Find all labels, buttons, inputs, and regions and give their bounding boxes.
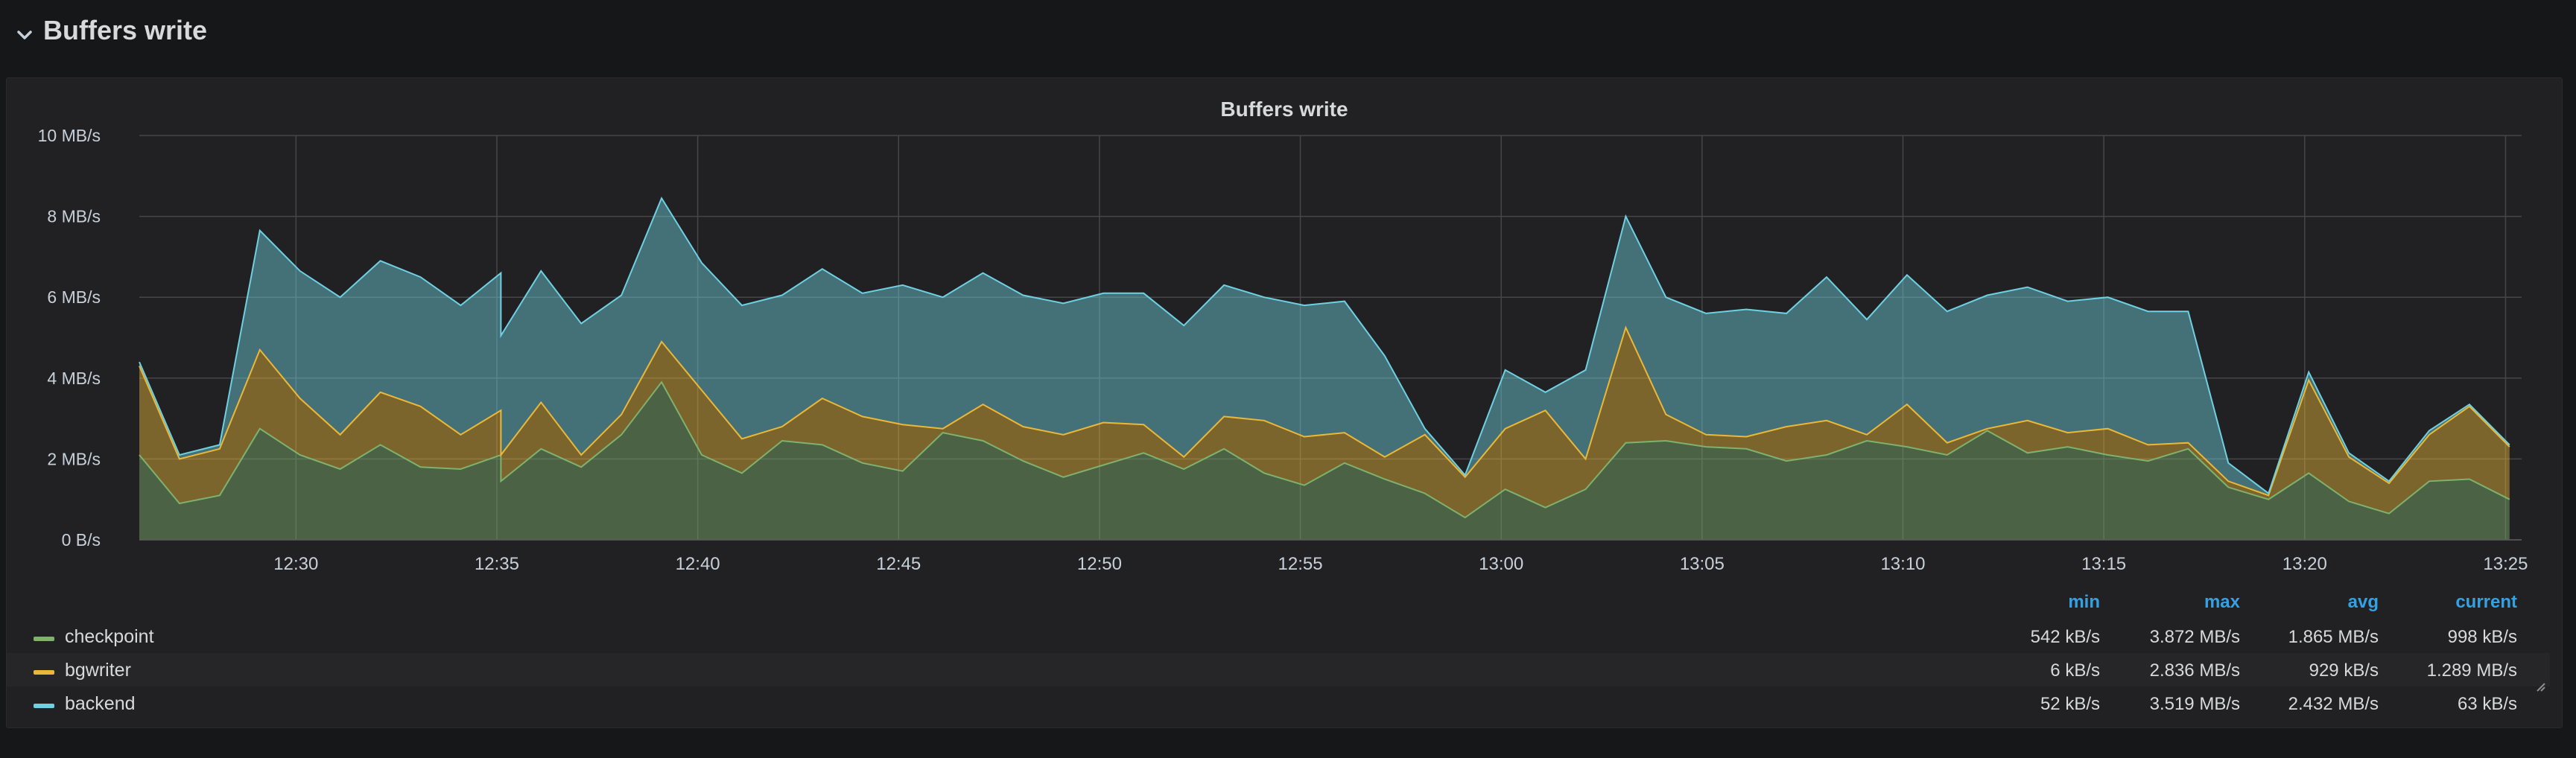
legend-value-avg: 1.865 MB/s (2288, 627, 2379, 647)
legend-row-backend[interactable]: backend 52 kB/s 3.519 MB/s 2.432 MB/s 63… (7, 687, 2550, 720)
y-tick-label: 10 MB/s (38, 126, 101, 145)
legend-value-current: 998 kB/s (2447, 627, 2517, 647)
series-name[interactable]: checkpoint (65, 626, 154, 647)
x-tick-label: 12:55 (1278, 554, 1323, 574)
y-tick-label: 2 MB/s (47, 449, 101, 468)
legend-value-current: 63 kB/s (2457, 694, 2517, 714)
graph-panel: Buffers write 0 B/s 2 MB/s 4 MB/s 6 MB/s 8 M… (6, 77, 2563, 728)
legend-value-max: 3.872 MB/s (2149, 627, 2240, 647)
x-tick-label: 12:50 (1077, 554, 1122, 574)
y-tick-label: 6 MB/s (47, 287, 101, 307)
y-tick-label: 0 B/s (62, 530, 101, 550)
y-tick-label: 8 MB/s (47, 207, 101, 226)
chart-plot[interactable]: 0 B/s 2 MB/s 4 MB/s 6 MB/s 8 MB/s 10 MB/s 12:3… (7, 78, 2562, 585)
panel-title[interactable]: Buffers write (1220, 98, 1348, 121)
row-header[interactable]: Buffers write (0, 0, 2576, 69)
x-tick-label: 12:45 (876, 554, 921, 574)
legend-header: min max avg current (7, 586, 2550, 620)
x-tick-label: 13:20 (2282, 554, 2327, 574)
y-tick-label: 4 MB/s (47, 369, 101, 388)
legend-value-min: 6 kB/s (2050, 660, 2100, 681)
legend-value-min: 542 kB/s (2030, 627, 2100, 647)
legend-value-current: 1.289 MB/s (2426, 660, 2517, 681)
series-name[interactable]: backend (65, 693, 136, 714)
series-color-swatch[interactable] (34, 637, 54, 641)
x-tick-label: 12:40 (676, 554, 720, 574)
x-tick-label: 13:25 (2483, 554, 2528, 574)
series-area-backend (139, 198, 2510, 496)
x-tick-label: 13:15 (2081, 554, 2126, 574)
x-tick-label: 13:10 (1880, 554, 1925, 574)
x-tick-label: 13:05 (1680, 554, 1725, 574)
legend-header-max[interactable]: max (2204, 592, 2240, 612)
series-line-bgwriter (139, 325, 2510, 497)
legend-value-avg: 929 kB/s (2309, 660, 2379, 681)
series-color-swatch[interactable] (34, 704, 54, 708)
x-tick-label: 12:35 (475, 554, 519, 574)
legend-value-min: 52 kB/s (2040, 694, 2100, 714)
legend-header-avg[interactable]: avg (2347, 592, 2379, 612)
series-name[interactable]: bgwriter (65, 660, 131, 681)
legend-header-min[interactable]: min (2068, 592, 2100, 612)
legend-value-max: 3.519 MB/s (2149, 694, 2240, 714)
legend-row-checkpoint[interactable]: checkpoint 542 kB/s 3.872 MB/s 1.865 MB/… (7, 620, 2550, 653)
legend-row-bgwriter[interactable]: bgwriter 6 kB/s 2.836 MB/s 929 kB/s 1.28… (7, 653, 2550, 687)
row-title[interactable]: Buffers write (43, 15, 208, 45)
series-line-checkpoint (139, 380, 2510, 519)
legend-header-current[interactable]: current (2455, 592, 2517, 612)
x-tick-label: 13:00 (1479, 554, 1523, 574)
series-line-backend (139, 197, 2510, 495)
x-tick-label: 12:30 (273, 554, 318, 574)
series-color-swatch[interactable] (34, 670, 54, 675)
chevron-down-icon[interactable] (15, 25, 34, 45)
legend-value-avg: 2.432 MB/s (2288, 694, 2379, 714)
resize-handle-icon[interactable] (2534, 680, 2545, 692)
series-area-checkpoint (139, 382, 2510, 540)
legend-value-max: 2.836 MB/s (2149, 660, 2240, 681)
